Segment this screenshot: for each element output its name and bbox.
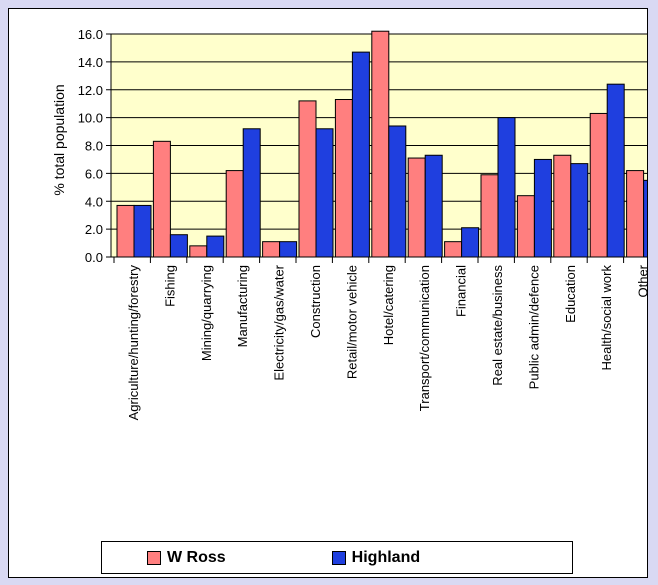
bar-w-ross (553, 154, 572, 258)
bar-w-ross (444, 241, 463, 258)
bar-w-ross (189, 245, 208, 258)
bar-highland (315, 128, 334, 258)
x-category-label: Mining/quarrying (199, 265, 214, 361)
bar-w-ross (152, 140, 171, 258)
bar-highland (169, 234, 188, 258)
bar-w-ross (480, 174, 499, 258)
legend-label-w-ross: W Ross (167, 548, 226, 566)
x-category-label: Agriculture/hunting/forestry (126, 265, 141, 421)
bar-w-ross (589, 112, 608, 258)
y-tick-label: 6.0 (85, 166, 103, 181)
y-tick-label: 10.0 (78, 111, 103, 126)
x-category-label: Other (636, 264, 648, 297)
y-tick-label: 14.0 (78, 55, 103, 70)
bar-highland (388, 125, 407, 258)
bar-highland (351, 51, 370, 258)
x-category-label: Construction (308, 265, 323, 338)
x-category-label: Education (563, 265, 578, 323)
legend-label-highland: Highland (351, 548, 421, 566)
bar-highland (570, 163, 589, 258)
bar-w-ross (626, 170, 645, 258)
legend-swatch-highland (331, 550, 346, 565)
legend: W Ross Highland (101, 541, 573, 574)
y-tick-label: 2.0 (85, 222, 103, 237)
bar-w-ross (298, 100, 317, 258)
y-tick-label: 0.0 (85, 250, 103, 265)
y-axis-label: % total population (51, 84, 67, 195)
x-category-label: Electricity/gas/water (272, 264, 287, 380)
bar-highland (533, 158, 552, 258)
bar-highland (279, 241, 298, 258)
x-category-label: Hotel/catering (381, 265, 396, 345)
bar-highland (461, 227, 480, 258)
legend-item-highland: Highland (331, 548, 421, 567)
bar-w-ross (371, 30, 390, 258)
bar-highland (242, 128, 261, 258)
x-category-label: Health/social work (599, 265, 614, 371)
x-category-label: Transport/communication (417, 265, 432, 411)
y-tick-label: 4.0 (85, 194, 103, 209)
bar-highland (606, 83, 625, 258)
bar-highland (206, 235, 225, 258)
bar-w-ross (262, 241, 281, 258)
chart-frame: 0.0 2.0 4.0 6.0 8.0 10.0 12.0 14.0 16.0 Agricult… (8, 8, 648, 578)
bar-w-ross (407, 157, 426, 258)
bar-w-ross (334, 99, 353, 258)
legend-item-w-ross: W Ross (147, 549, 226, 567)
legend-swatch-w-ross (147, 550, 161, 565)
bar-highland (424, 154, 443, 258)
x-category-label: Real estate/business (490, 265, 505, 386)
y-tick-label: 16.0 (78, 27, 103, 42)
bar-highland (643, 179, 647, 258)
bar-w-ross (116, 204, 135, 258)
bar-highland (497, 117, 516, 258)
x-category-label: Manufacturing (235, 265, 250, 347)
x-category-label: Financial (454, 265, 469, 317)
x-category-label: Retail/motor vehicle (344, 265, 359, 379)
y-tick-label: 12.0 (78, 83, 103, 98)
x-category-label: Public admin/defence (526, 265, 541, 389)
bar-chart: 0.0 2.0 4.0 6.0 8.0 10.0 12.0 14.0 16.0 Agricult… (51, 27, 648, 421)
y-tick-label: 8.0 (85, 139, 103, 154)
bar-w-ross (225, 170, 244, 258)
x-category-label: Fishing (162, 265, 177, 307)
bar-highland (133, 204, 152, 258)
bar-w-ross (516, 195, 535, 258)
